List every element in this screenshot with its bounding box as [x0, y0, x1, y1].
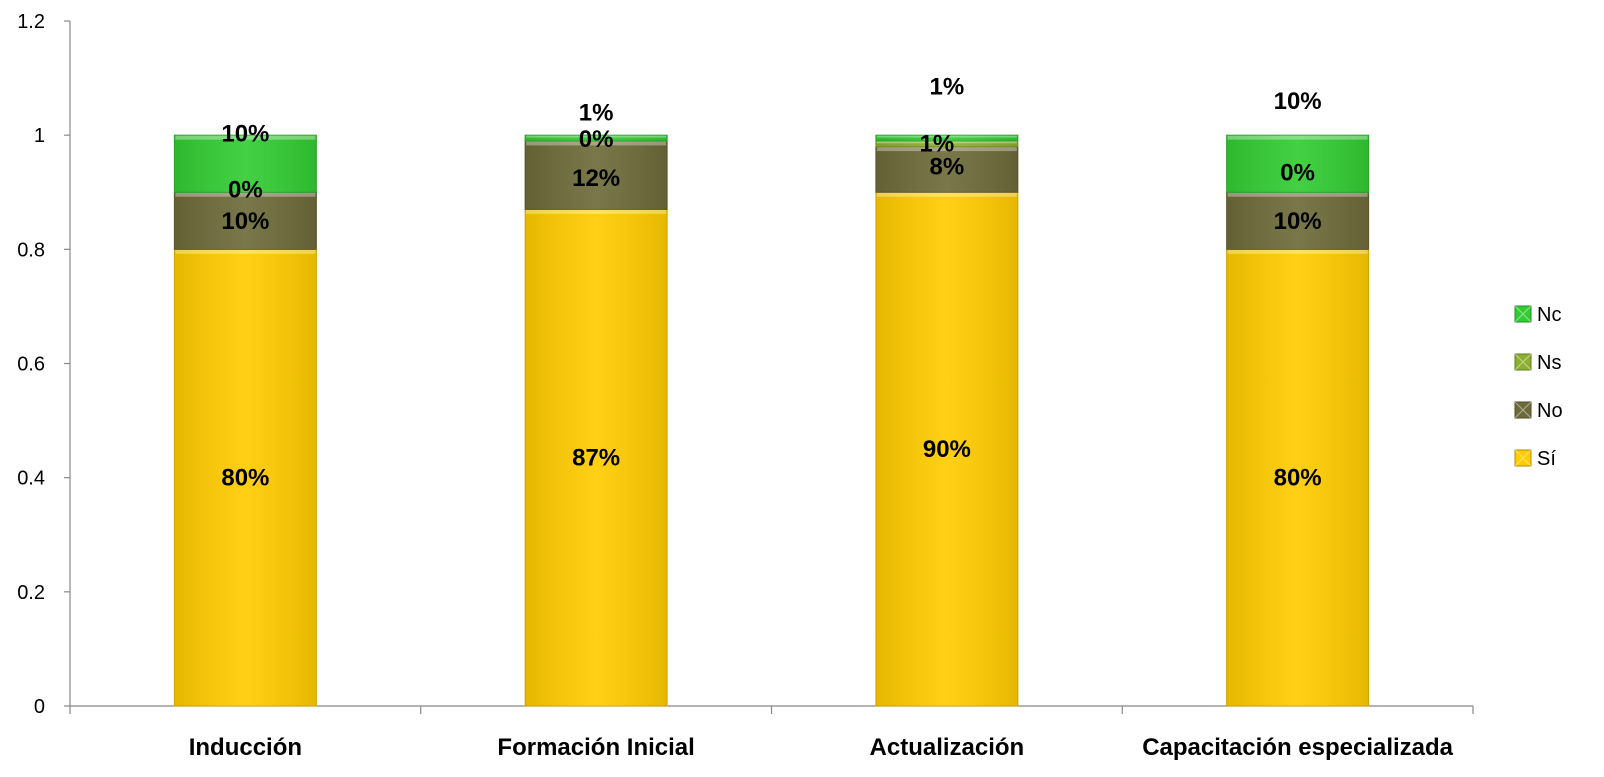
bar-segment-highlight: [526, 141, 667, 146]
legend-swatch: [1514, 449, 1532, 467]
legend-swatch: [1514, 305, 1532, 323]
legend: Nc Ns No Sí: [1514, 304, 1563, 470]
data-label: 8%: [930, 154, 965, 181]
y-tick-label: 0.2: [17, 582, 45, 604]
legend-label: Sí: [1537, 448, 1556, 470]
data-label: 1%: [579, 99, 614, 126]
y-tick-label: 1: [34, 125, 45, 147]
bar-segment-highlight: [526, 209, 667, 214]
bar-segment-shading: [1226, 192, 1369, 250]
y-tick-label: 0: [34, 696, 45, 718]
data-label: 0%: [579, 126, 614, 153]
data-labels: 80%10%0%10%87%12%0%1%90%8%1%1%80%10%0%10…: [221, 74, 1321, 492]
bar-segment-highlight: [1227, 249, 1368, 254]
legend-swatch-bevel: [1514, 449, 1532, 467]
bar-segment-highlight: [876, 192, 1017, 197]
x-category-label: Capacitación especializada: [1142, 734, 1453, 761]
bar-segment-highlight: [526, 135, 667, 138]
legend-label: Nc: [1537, 304, 1561, 326]
bar-segment-shading: [1226, 135, 1369, 193]
legend-item: Ns: [1514, 352, 1561, 374]
data-label: 90%: [923, 436, 971, 463]
data-label: 80%: [221, 465, 269, 492]
x-category-label: Formación Inicial: [497, 734, 694, 761]
bar-segment-shading: [875, 140, 1018, 147]
bar-segment-shading: [875, 192, 1018, 706]
bar-segment-shading: [525, 140, 668, 210]
bar-segment-shading: [174, 135, 317, 193]
legend-label: Ns: [1537, 352, 1561, 374]
bar-segment-shading: [525, 135, 668, 141]
x-category-label: Actualización: [870, 734, 1025, 761]
legend-label: No: [1537, 400, 1563, 422]
data-label: 10%: [1274, 88, 1322, 115]
legend-item: No: [1514, 400, 1563, 422]
bars: [173, 134, 1370, 707]
legend-swatch: [1514, 401, 1532, 419]
bar-segment-highlight: [175, 135, 316, 140]
bar-segment-highlight: [876, 147, 1017, 152]
data-label: 87%: [572, 445, 620, 472]
data-label: 10%: [1274, 208, 1322, 235]
bar-segment-highlight: [175, 249, 316, 254]
bar-segment-shading: [1226, 249, 1369, 707]
bar-segment-highlight: [1227, 192, 1368, 197]
bar-segment-highlight: [175, 192, 316, 197]
data-label: 80%: [1274, 465, 1322, 492]
legend-item: Nc: [1514, 304, 1561, 326]
bar-segment-highlight: [876, 141, 1017, 144]
data-label: 10%: [221, 120, 269, 147]
data-label: 10%: [221, 208, 269, 235]
bar-segment-highlight: [1227, 135, 1368, 140]
bar-segment-shading: [875, 135, 1018, 141]
bar-segment-shading: [174, 192, 317, 250]
data-label: 1%: [930, 74, 965, 101]
bar-segment-shading: [875, 146, 1018, 193]
legend-item: Sí: [1514, 448, 1556, 470]
x-category-label: Inducción: [189, 734, 302, 761]
bar-segment-highlight: [876, 135, 1017, 138]
y-tick-label: 1.2: [17, 11, 45, 33]
y-tick-label: 0.4: [17, 468, 45, 490]
data-label: 1%: [920, 131, 955, 158]
data-label: 12%: [572, 165, 620, 192]
data-label: 0%: [1280, 159, 1315, 186]
bar-segment-shading: [525, 209, 668, 706]
legend-swatch-bevel: [1514, 353, 1532, 371]
legend-swatch-bevel: [1514, 401, 1532, 419]
axes: 0 0.2 0.4 0.6 0.8 1 1.2 Inducción Formación Inic…: [17, 11, 1474, 761]
legend-swatch: [1514, 353, 1532, 371]
data-label: 0%: [228, 176, 263, 203]
legend-swatch-bevel: [1514, 305, 1532, 323]
y-tick-label: 0.6: [17, 354, 45, 376]
y-tick-label: 0.8: [17, 239, 45, 261]
bar-segment-shading: [174, 249, 317, 707]
